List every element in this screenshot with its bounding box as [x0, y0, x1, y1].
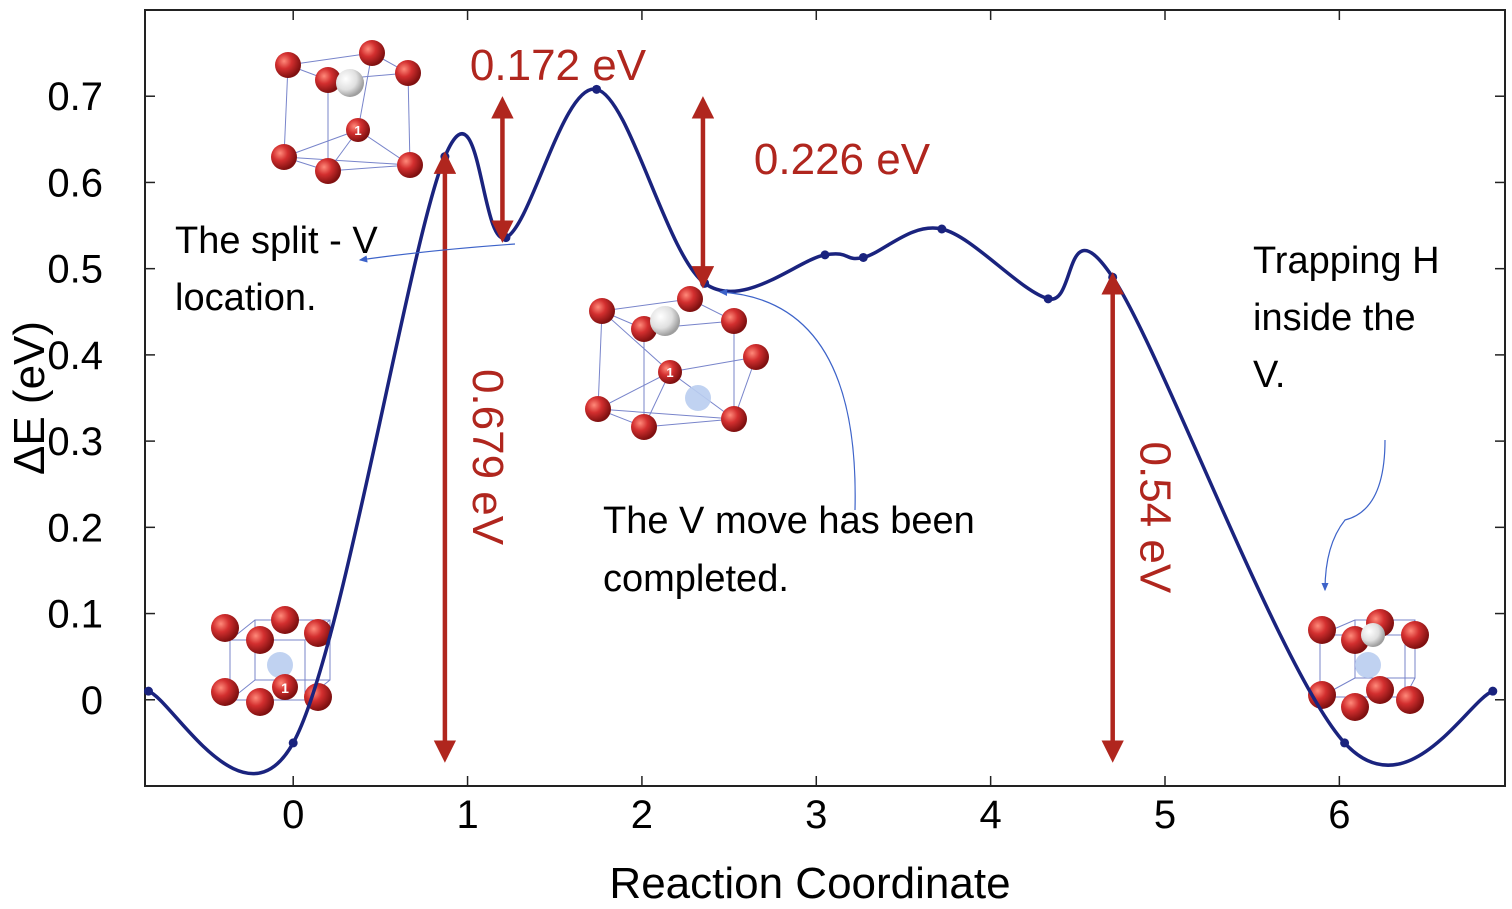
data-point [1488, 686, 1498, 696]
y-tick-label: 0.2 [47, 506, 103, 550]
y-axis: 0 0.1 0.2 0.3 0.4 0.5 0.6 0.7 [47, 75, 1505, 723]
annotation-trap-line2: inside the [1253, 297, 1416, 339]
annotation-trap-line1: Trapping H [1253, 240, 1440, 282]
x-tick-label: 4 [980, 793, 1002, 837]
data-point [440, 152, 450, 162]
x-tick-label: 3 [805, 793, 827, 837]
y-tick-label: 0.7 [47, 75, 103, 119]
data-point [1043, 294, 1053, 304]
data-point [858, 252, 868, 262]
y-tick-label: 0.1 [47, 593, 103, 637]
pointer-move-arrow [718, 288, 856, 511]
x-tick-label: 6 [1328, 793, 1350, 837]
x-tick-label: 1 [456, 793, 478, 837]
energy-arrows: 0.679 eV 0.172 eV 0.226 eV 0.54 eV [433, 41, 1180, 763]
y-tick-label: 0.4 [47, 334, 103, 378]
x-axis-title: Reaction Coordinate [609, 859, 1010, 908]
annotation-trapping-h: Trapping H inside the V. [1253, 240, 1440, 396]
energy-arrow-label: 0.54 eV [1131, 442, 1180, 594]
y-tick-label: 0 [81, 679, 103, 723]
pointer-split-arrow [358, 243, 516, 263]
energy-arrow-label: 0.172 eV [470, 41, 647, 90]
crystal-structure-moved-icon: 1 [585, 286, 769, 440]
energy-arrow-label: 0.679 eV [463, 369, 512, 546]
plot-frame [144, 9, 1506, 787]
y-axis-title: ΔE (eV) [5, 321, 54, 475]
annotation-move-line1: The V move has been [603, 500, 975, 542]
data-points [143, 84, 1498, 748]
data-point [1340, 738, 1350, 748]
pointer-trap-arrow [1321, 439, 1386, 592]
data-point [937, 224, 947, 234]
crystal-structure-split-icon: 1 [271, 40, 423, 184]
svg-text:1: 1 [666, 365, 673, 380]
data-point [1108, 272, 1118, 282]
svg-text:1: 1 [281, 680, 289, 696]
annotation-move-completed: The V move has been completed. [603, 500, 975, 600]
svg-text:1: 1 [354, 123, 361, 138]
crystal-structure-trapped-icon [1308, 609, 1429, 721]
y-tick-label: 0.5 [47, 248, 103, 292]
data-point [288, 738, 298, 748]
annotation-split-line2: location. [175, 277, 317, 319]
y-tick-label: 0.6 [47, 161, 103, 205]
data-point [700, 278, 710, 288]
annotation-move-line2: completed. [603, 558, 789, 600]
data-point [501, 233, 511, 243]
x-tick-label: 2 [631, 793, 653, 837]
energy-curve [147, 87, 1494, 776]
crystal-structure-initial-icon: 1 [211, 606, 332, 716]
x-tick-label: 0 [282, 793, 304, 837]
annotation-split-location: The split - V location. [175, 220, 378, 319]
data-point [143, 686, 153, 696]
data-point [592, 84, 602, 94]
energy-arrow-label: 0.226 eV [754, 135, 931, 184]
annotation-split-line1: The split - V [175, 220, 378, 262]
x-axis: 0 1 2 3 4 5 6 [282, 10, 1350, 837]
y-tick-label: 0.3 [47, 420, 103, 464]
data-point [820, 250, 830, 260]
annotation-trap-line3: V. [1253, 354, 1285, 396]
x-tick-label: 5 [1154, 793, 1176, 837]
